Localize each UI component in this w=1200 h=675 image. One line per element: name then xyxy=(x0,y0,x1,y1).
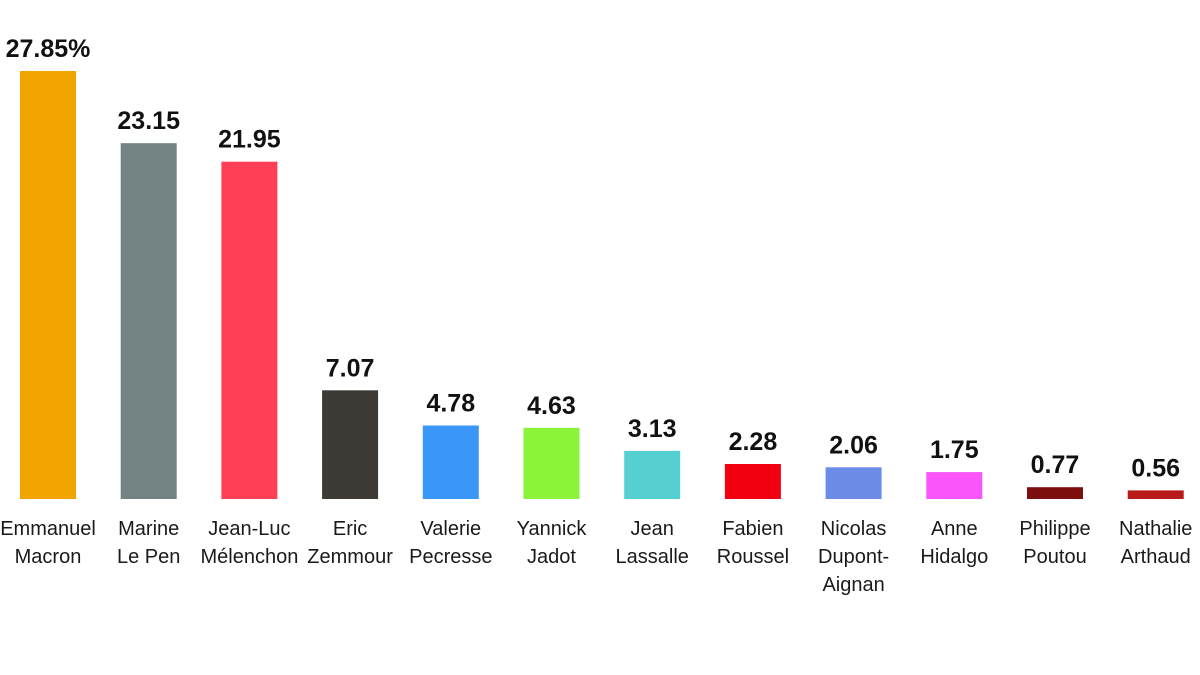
value-label-5: 4.63 xyxy=(527,392,576,420)
category-label-line: Marine xyxy=(118,518,179,540)
category-label-line: Mélenchon xyxy=(200,546,298,568)
category-label-0: Emmanuel Macron xyxy=(0,518,96,568)
category-label-9: Anne Hidalgo xyxy=(920,518,988,568)
category-label-line: Nicolas xyxy=(821,518,887,540)
category-label-line: Roussel xyxy=(717,546,789,568)
category-label-line: Pecresse xyxy=(409,546,492,568)
value-label-6: 3.13 xyxy=(628,415,677,443)
category-label-line: Macron xyxy=(15,546,82,568)
category-label-line: Poutou xyxy=(1023,546,1086,568)
category-label-1: Marine Le Pen xyxy=(117,518,180,568)
category-label-4: Valerie Pecresse xyxy=(409,518,492,568)
value-label-9: 1.75 xyxy=(930,436,979,464)
value-label-1: 23.15 xyxy=(117,107,180,135)
value-label-11: 0.56 xyxy=(1131,454,1180,482)
category-labels-layer: Emmanuel Macron Marine Le Pen Jean-Luc Mélenc… xyxy=(0,518,1192,596)
category-label-line: Eric xyxy=(333,518,367,540)
bar-9 xyxy=(926,472,983,499)
bar-6 xyxy=(624,450,681,499)
category-label-2: Jean-Luc Mélenchon xyxy=(200,518,298,568)
bars-layer xyxy=(20,71,1184,499)
category-label-8: Nicolas Dupont- Aignan xyxy=(818,518,889,596)
bar-8 xyxy=(825,467,882,499)
value-label-3: 7.07 xyxy=(326,354,375,382)
category-label-line: Lassalle xyxy=(616,546,689,568)
category-label-7: Fabien Roussel xyxy=(717,518,789,568)
bar-1 xyxy=(120,143,177,499)
category-label-line: Jadot xyxy=(527,546,576,568)
value-label-0: 27.85% xyxy=(6,35,91,63)
category-label-line: Philippe xyxy=(1019,518,1090,540)
category-label-line: Aignan xyxy=(822,574,884,596)
category-label-line: Hidalgo xyxy=(920,546,988,568)
bar-11 xyxy=(1127,490,1184,499)
category-label-5: Yannick Jadot xyxy=(517,518,588,568)
category-label-line: Yannick xyxy=(517,518,588,540)
bar-2 xyxy=(221,161,278,499)
bar-4 xyxy=(422,425,479,499)
category-label-6: Jean Lassalle xyxy=(616,518,689,568)
bar-7 xyxy=(724,464,781,499)
category-label-11: Nathalie Arthaud xyxy=(1119,518,1192,568)
category-label-3: Eric Zemmour xyxy=(307,518,393,568)
category-label-line: Anne xyxy=(931,518,978,540)
category-label-line: Zemmour xyxy=(307,546,393,568)
category-label-line: Le Pen xyxy=(117,546,180,568)
category-label-line: Nathalie xyxy=(1119,518,1192,540)
value-label-8: 2.06 xyxy=(829,431,878,459)
value-label-10: 0.77 xyxy=(1031,451,1080,479)
category-label-line: Arthaud xyxy=(1121,546,1191,568)
category-label-line: Valerie xyxy=(420,518,481,540)
category-label-line: Jean xyxy=(631,518,674,540)
value-label-4: 4.78 xyxy=(426,390,475,418)
category-label-line: Dupont- xyxy=(818,546,889,568)
bar-3 xyxy=(322,390,379,499)
value-label-2: 21.95 xyxy=(218,126,281,154)
bar-0 xyxy=(20,71,76,499)
value-label-7: 2.28 xyxy=(729,428,778,456)
category-label-line: Fabien xyxy=(722,518,783,540)
bar-5 xyxy=(523,427,580,499)
category-label-10: Philippe Poutou xyxy=(1019,518,1090,568)
bar-10 xyxy=(1027,487,1083,499)
category-label-line: Emmanuel xyxy=(0,518,96,540)
category-label-line: Jean-Luc xyxy=(208,518,290,540)
value-labels-layer: 27.85% 23.15 21.95 7.07 4.78 4.63 3.13 2.28 2.06… xyxy=(6,35,1180,482)
